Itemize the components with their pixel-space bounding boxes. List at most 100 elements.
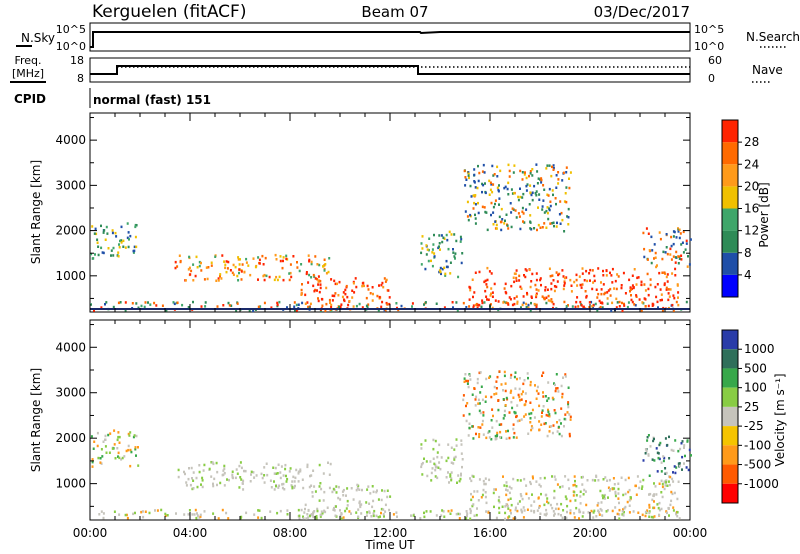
echo-cell — [306, 301, 309, 304]
echo-cell — [492, 491, 495, 495]
echo-cell — [384, 503, 387, 507]
echo-cell — [607, 289, 610, 292]
echo-cell — [555, 202, 557, 206]
echo-cell — [366, 511, 369, 514]
echo-cell — [566, 411, 569, 414]
echo-cell — [502, 398, 505, 401]
echo-cell — [334, 514, 337, 517]
echo-cell — [477, 398, 480, 402]
echo-cell — [601, 514, 604, 517]
echo-cell — [210, 264, 213, 267]
echo-cell — [300, 288, 303, 292]
echo-cell — [282, 482, 285, 486]
echo-cell — [469, 184, 472, 188]
echo-cell — [563, 280, 566, 283]
echo-cell — [492, 211, 495, 214]
echo-cell — [671, 303, 674, 307]
echo-cell — [473, 173, 476, 177]
echo-cell — [345, 284, 348, 288]
echo-cell — [386, 489, 389, 492]
echo-cell — [540, 283, 542, 287]
echo-cell — [615, 297, 618, 301]
echo-cell — [466, 402, 469, 405]
echo-cell — [306, 465, 309, 469]
echo-cell — [279, 471, 282, 474]
echo-cell — [319, 513, 322, 517]
echo-cell — [642, 478, 645, 482]
echo-cell — [468, 176, 470, 180]
echo-cell — [665, 246, 668, 249]
echo-cell — [635, 283, 638, 286]
echo-cell — [663, 282, 666, 285]
echo-cell — [242, 488, 245, 491]
echo-cell — [254, 265, 257, 269]
echo-cell — [546, 500, 548, 503]
echo-cell — [522, 295, 525, 298]
echo-cell — [275, 258, 278, 261]
echo-cell — [272, 466, 275, 469]
echo-cell — [215, 461, 218, 465]
echo-cell — [213, 477, 216, 481]
echo-cell — [655, 265, 658, 269]
echo-cell — [153, 301, 156, 305]
echo-cell — [185, 481, 188, 484]
echo-cell — [357, 508, 360, 511]
echo-cell — [520, 494, 523, 498]
nsky-tick-bottom: 10^0 — [56, 40, 86, 53]
echo-cell — [574, 305, 577, 309]
echo-cell — [118, 456, 121, 460]
echo-cell — [143, 305, 146, 309]
echo-cell — [223, 467, 226, 470]
echo-cell — [234, 476, 237, 480]
echo-cell — [133, 245, 136, 249]
echo-cell — [476, 507, 478, 510]
echo-cell — [548, 430, 551, 433]
echo-cell — [93, 232, 96, 235]
echo-cell — [384, 309, 387, 312]
echo-cell — [260, 472, 263, 476]
echo-cell — [135, 224, 138, 227]
echo-cell — [505, 484, 508, 488]
colorbar-tick-label: 25 — [744, 400, 759, 414]
echo-cell — [312, 515, 315, 519]
echo-cell — [602, 478, 605, 481]
echo-cell — [289, 271, 292, 275]
echo-cell — [177, 468, 180, 472]
echo-cell — [552, 279, 555, 282]
echo-cell — [509, 391, 512, 394]
echo-cell — [132, 435, 135, 439]
echo-cell — [90, 252, 93, 256]
echo-cell — [135, 454, 137, 457]
echo-cell — [552, 221, 555, 224]
echo-cell — [431, 264, 434, 268]
echo-cell — [110, 249, 113, 252]
echo-cell — [301, 283, 303, 286]
echo-cell — [621, 510, 624, 513]
echo-cell — [134, 446, 137, 449]
echo-cell — [453, 448, 456, 451]
echo-cell — [644, 514, 647, 518]
echo-cell — [481, 299, 484, 302]
echo-cell — [505, 213, 508, 216]
echo-cell — [600, 281, 602, 284]
echo-cell — [93, 309, 95, 312]
echo-cell — [586, 479, 589, 482]
echo-cell — [518, 215, 521, 218]
echo-cell — [618, 513, 621, 516]
echo-cell — [567, 478, 570, 482]
echo-cell — [90, 303, 92, 306]
echo-cell — [550, 298, 553, 301]
echo-cell — [290, 484, 293, 487]
echo-cell — [542, 199, 545, 202]
echo-cell — [389, 495, 392, 498]
echo-cell — [606, 509, 609, 512]
echo-cell — [345, 507, 348, 510]
echo-cell — [540, 492, 542, 496]
x-tick-label: 08:00 — [273, 526, 308, 540]
echo-cell — [187, 306, 190, 309]
echo-cell — [195, 476, 198, 480]
echo-cell — [513, 431, 516, 435]
echo-cell — [303, 511, 306, 514]
echo-cell — [473, 181, 476, 184]
echo-cell — [482, 488, 485, 492]
